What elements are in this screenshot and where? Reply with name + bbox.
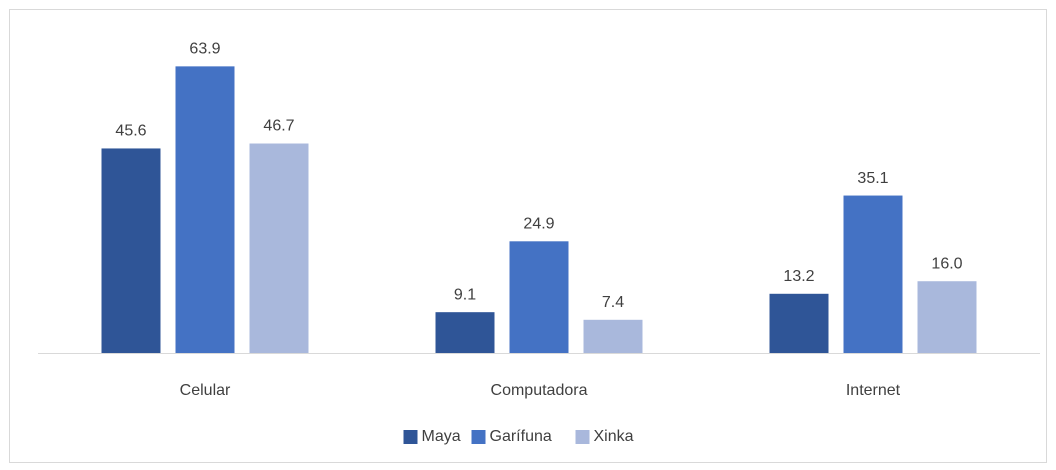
data-label: 45.6 bbox=[115, 123, 146, 140]
bar bbox=[843, 195, 903, 353]
legend-swatch bbox=[575, 430, 590, 444]
bar bbox=[509, 241, 569, 353]
bar bbox=[769, 293, 829, 353]
legend-label: Maya bbox=[422, 428, 461, 445]
bar bbox=[249, 143, 309, 353]
data-label: 9.1 bbox=[454, 286, 476, 303]
bar bbox=[917, 281, 977, 353]
legend-swatch bbox=[471, 430, 486, 444]
legend-label: Garífuna bbox=[490, 428, 552, 445]
bar bbox=[175, 66, 235, 353]
bar bbox=[101, 148, 161, 353]
data-label: 46.7 bbox=[263, 118, 294, 135]
data-label: 7.4 bbox=[602, 294, 624, 311]
legend-label: Xinka bbox=[594, 428, 634, 445]
x-tick-label: Internet bbox=[846, 382, 901, 399]
data-label: 13.2 bbox=[783, 268, 814, 285]
bar bbox=[435, 312, 495, 353]
x-tick-label: Celular bbox=[180, 382, 231, 399]
data-label: 63.9 bbox=[189, 41, 220, 58]
data-label: 35.1 bbox=[857, 170, 888, 187]
x-tick-label: Computadora bbox=[491, 382, 588, 399]
data-label: 16.0 bbox=[931, 255, 962, 272]
data-label: 24.9 bbox=[523, 216, 554, 233]
legend-swatch bbox=[403, 430, 418, 444]
bar bbox=[583, 319, 643, 353]
